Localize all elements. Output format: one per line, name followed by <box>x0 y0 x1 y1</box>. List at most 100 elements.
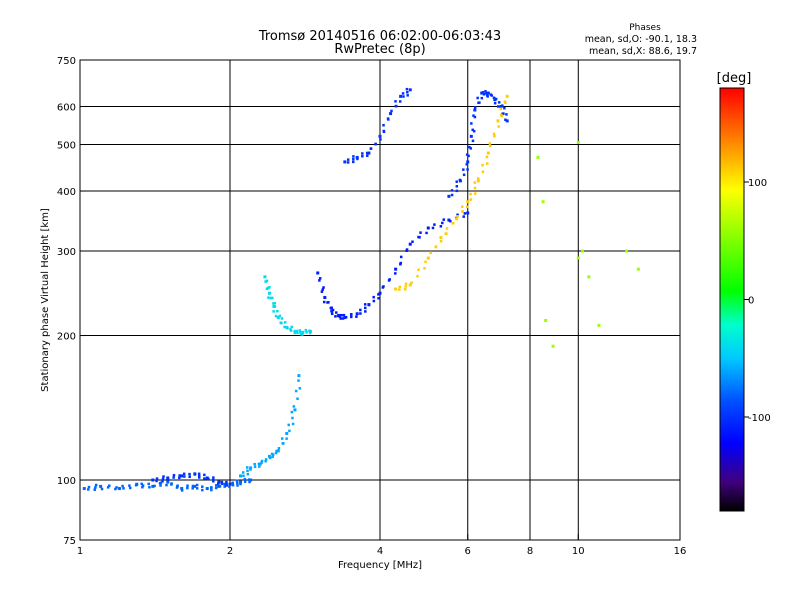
trace-dot <box>293 331 297 335</box>
trace-dot <box>308 331 312 335</box>
y-tick-label: 750 <box>57 56 76 67</box>
phases-label: Phases <box>629 23 661 33</box>
trace-dot <box>320 290 324 293</box>
trace-dot <box>283 321 287 324</box>
data-point <box>447 194 451 198</box>
trace-dot <box>140 482 143 486</box>
trace-dot <box>352 157 355 161</box>
trace-dot <box>159 484 162 487</box>
trace-dot <box>455 185 459 188</box>
data-point <box>576 256 580 260</box>
data-point <box>493 98 497 102</box>
trace-dot <box>462 173 466 177</box>
trace-dot <box>153 484 156 488</box>
data-point <box>486 91 490 95</box>
trace-dot <box>331 308 335 312</box>
trace-dot <box>367 303 371 307</box>
data-point <box>267 291 271 295</box>
trace-dot <box>225 482 228 486</box>
axis-ticks: 1 2 4 6 8 10 16 75 100 200 300 400 500 600 750 <box>57 56 686 557</box>
trace-dot <box>269 296 273 300</box>
trace-dot <box>461 210 464 213</box>
trace-dot <box>231 481 235 485</box>
trace-dot <box>188 475 191 479</box>
trace-dot <box>176 484 179 487</box>
trace-dot <box>485 155 489 159</box>
data-point <box>239 480 243 484</box>
trace-dot <box>359 308 362 312</box>
data-point <box>496 119 500 123</box>
trace-dot <box>277 446 281 450</box>
trace-dot <box>161 479 164 483</box>
data-point <box>293 408 297 412</box>
data-point <box>99 484 103 488</box>
trace-dot <box>299 331 302 334</box>
trace-dot <box>489 93 493 96</box>
trace-dot <box>260 459 264 463</box>
data-point <box>336 314 340 318</box>
trace-dot <box>106 486 110 489</box>
data-point <box>355 155 359 159</box>
trace-dot <box>469 147 473 150</box>
data-point <box>439 236 443 240</box>
trace-dot <box>197 472 201 476</box>
trace-dot <box>296 331 299 335</box>
trace-dot <box>304 328 308 332</box>
data-point <box>378 291 382 295</box>
trace-dot <box>210 486 213 489</box>
y-tick-label: 200 <box>57 332 76 343</box>
trace-dot <box>330 312 334 316</box>
data-point <box>476 179 480 183</box>
trace-dot <box>481 170 485 174</box>
trace-dot <box>497 105 500 108</box>
trace-dot <box>172 476 175 479</box>
trace-dot <box>467 154 470 158</box>
trace-dot <box>223 485 226 488</box>
trace-dot <box>270 452 274 456</box>
trace-dot <box>279 321 283 324</box>
trace-dot <box>245 466 249 469</box>
trace-dot <box>236 481 239 485</box>
stats-o: mean, sd,O: -90.1, 18.3 <box>585 34 697 45</box>
trace-dot <box>186 484 189 487</box>
trace-dot <box>274 314 278 318</box>
trace-dot <box>223 482 226 486</box>
trace-dot <box>301 333 304 336</box>
series <box>239 374 302 478</box>
trace-dot <box>473 181 477 184</box>
trace-dot <box>350 315 353 319</box>
trace-dot <box>264 458 268 461</box>
trace-dot <box>214 486 218 490</box>
trace-dot <box>461 205 464 208</box>
data-point <box>469 134 473 138</box>
trace-dot <box>494 97 498 101</box>
trace-dot <box>211 478 215 482</box>
data-point <box>263 275 267 279</box>
stats-x: mean, sd,X: 88.6, 19.7 <box>589 46 697 57</box>
data-point <box>193 484 197 488</box>
trace-dot <box>492 96 496 100</box>
trace-dot <box>340 313 343 317</box>
trace-dot <box>352 160 355 164</box>
trace-dot <box>334 315 337 318</box>
y-axis-label: Stationary phase Virtual Height [km] <box>40 208 51 392</box>
data-point <box>576 140 580 144</box>
trace-dot <box>477 101 480 105</box>
data-point <box>625 249 629 253</box>
x-tick-label: 8 <box>527 546 533 557</box>
data-point <box>249 478 253 482</box>
trace-dot <box>431 226 435 230</box>
trace-dot <box>503 106 506 110</box>
data-point <box>166 480 170 484</box>
trace-dot <box>273 302 276 305</box>
trace-dot <box>318 279 321 282</box>
trace-dot <box>298 387 302 390</box>
trace-dot <box>241 471 245 474</box>
trace-dot <box>350 313 353 316</box>
trace-dot <box>452 221 455 225</box>
trace-dot <box>441 221 444 225</box>
x-tick-label: 1 <box>77 546 83 557</box>
data-point <box>217 480 221 484</box>
trace-dot <box>339 317 343 320</box>
